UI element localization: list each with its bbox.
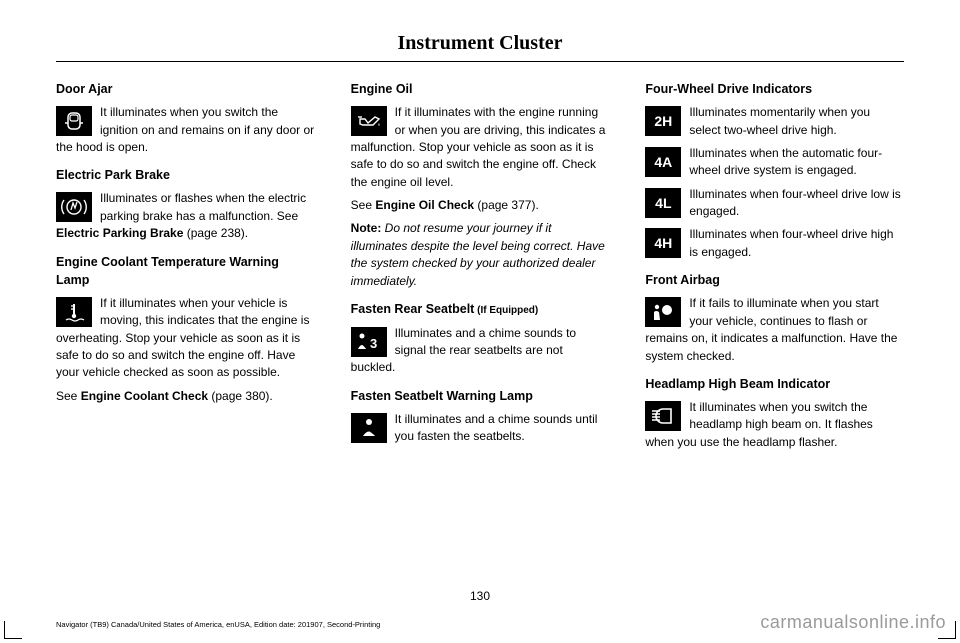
text-4a: Illuminates when the automatic four-whee…: [689, 146, 882, 177]
entry-oil-note: Note: Do not resume your journey if it i…: [351, 220, 610, 290]
page-footer: Navigator (TB9) Canada/United States of …: [56, 620, 380, 629]
door-ajar-icon: [56, 106, 92, 136]
text-coolant: If it illuminates when your vehicle is m…: [56, 296, 309, 380]
heading-fasten-seatbelt: Fasten Seatbelt Warning Lamp: [351, 387, 610, 405]
column-3: Four-Wheel Drive Indicators 2H Illuminat…: [645, 80, 904, 457]
text-fasten-seatbelt: It illuminates and a chime sounds until …: [395, 412, 598, 443]
text-front-airbag: If it fails to illuminate when you start…: [645, 296, 897, 362]
note-text: Do not resume your journey if it illumin…: [351, 221, 605, 287]
coolant-temp-icon: [56, 297, 92, 327]
heading-door-ajar: Door Ajar: [56, 80, 315, 98]
columns: Door Ajar It illuminates when you switch…: [56, 80, 904, 457]
entry-4l: 4L Illuminates when four-wheel drive low…: [645, 186, 904, 221]
drive-2h-icon: 2H: [645, 106, 681, 136]
text-epb-c: (page 238).: [183, 226, 248, 240]
drive-4l-icon: 4L: [645, 188, 681, 218]
heading-electric-park-brake: Electric Park Brake: [56, 166, 315, 184]
heading-fasten-rear: Fasten Rear Seatbelt (If Equipped): [351, 300, 610, 319]
page-title-wrap: Instrument Cluster: [56, 32, 904, 55]
entry-electric-park-brake: Illuminates or flashes when the electric…: [56, 190, 315, 242]
see-oil-a: See: [351, 198, 376, 212]
entry-engine-oil: If it illuminates with the engine runnin…: [351, 104, 610, 191]
text-4l: Illuminates when four-wheel drive low is…: [689, 187, 900, 218]
entry-4h: 4H Illuminates when four-wheel drive hig…: [645, 226, 904, 261]
heading-fasten-rear-main: Fasten Rear Seatbelt: [351, 302, 475, 316]
page-title: Instrument Cluster: [398, 32, 563, 54]
entry-2h: 2H Illuminates momentarily when you sele…: [645, 104, 904, 139]
heading-fasten-rear-sub: (If Equipped): [474, 305, 538, 316]
note-label: Note:: [351, 221, 382, 235]
heading-coolant-temp: Engine Coolant Temperature Warning Lamp: [56, 253, 315, 289]
manual-page: Instrument Cluster Door Ajar It illumina…: [0, 0, 960, 643]
see-oil-b: Engine Oil Check: [375, 198, 474, 212]
page-number: 130: [56, 589, 904, 603]
heading-high-beam: Headlamp High Beam Indicator: [645, 375, 904, 393]
entry-4a: 4A Illuminates when the automatic four-w…: [645, 145, 904, 180]
watermark: carmanualsonline.info: [760, 612, 946, 633]
text-epb-a: Illuminates or flashes when the electric…: [100, 191, 306, 222]
see-coolant-b: Engine Coolant Check: [81, 389, 208, 403]
text-engine-oil: If it illuminates with the engine runnin…: [351, 105, 606, 189]
entry-high-beam: It illuminates when you switch the headl…: [645, 399, 904, 451]
svg-text:3: 3: [370, 336, 377, 351]
entry-oil-see: See Engine Oil Check (page 377).: [351, 197, 610, 214]
column-2: Engine Oil If it illuminates with the en…: [351, 80, 610, 457]
entry-coolant-temp: If it illuminates when your vehicle is m…: [56, 295, 315, 382]
engine-oil-icon: [351, 106, 387, 136]
entry-door-ajar: It illuminates when you switch the ignit…: [56, 104, 315, 156]
drive-4h-icon: 4H: [645, 228, 681, 258]
text-2h: Illuminates momentarily when you select …: [689, 105, 870, 136]
title-rule: [56, 61, 904, 62]
electric-park-brake-icon: [56, 192, 92, 222]
fasten-rear-seatbelt-icon: 3: [351, 327, 387, 357]
front-airbag-icon: [645, 297, 681, 327]
crop-mark-right: [938, 621, 956, 639]
text-door-ajar: It illuminates when you switch the ignit…: [56, 105, 314, 154]
crop-mark-left: [4, 621, 22, 639]
see-coolant-a: See: [56, 389, 81, 403]
high-beam-icon: [645, 401, 681, 431]
heading-front-airbag: Front Airbag: [645, 271, 904, 289]
fasten-seatbelt-icon: [351, 413, 387, 443]
entry-fasten-rear: 3 Illuminates and a chime sounds to sign…: [351, 325, 610, 377]
entry-fasten-seatbelt: It illuminates and a chime sounds until …: [351, 411, 610, 446]
entry-coolant-see: See Engine Coolant Check (page 380).: [56, 388, 315, 405]
see-oil-c: (page 377).: [474, 198, 539, 212]
heading-engine-oil: Engine Oil: [351, 80, 610, 98]
column-1: Door Ajar It illuminates when you switch…: [56, 80, 315, 457]
see-coolant-c: (page 380).: [208, 389, 273, 403]
text-epb-b: Electric Parking Brake: [56, 226, 183, 240]
text-4h: Illuminates when four-wheel drive high i…: [689, 227, 893, 258]
entry-front-airbag: If it fails to illuminate when you start…: [645, 295, 904, 365]
heading-4wd: Four-Wheel Drive Indicators: [645, 80, 904, 98]
drive-4a-icon: 4A: [645, 147, 681, 177]
